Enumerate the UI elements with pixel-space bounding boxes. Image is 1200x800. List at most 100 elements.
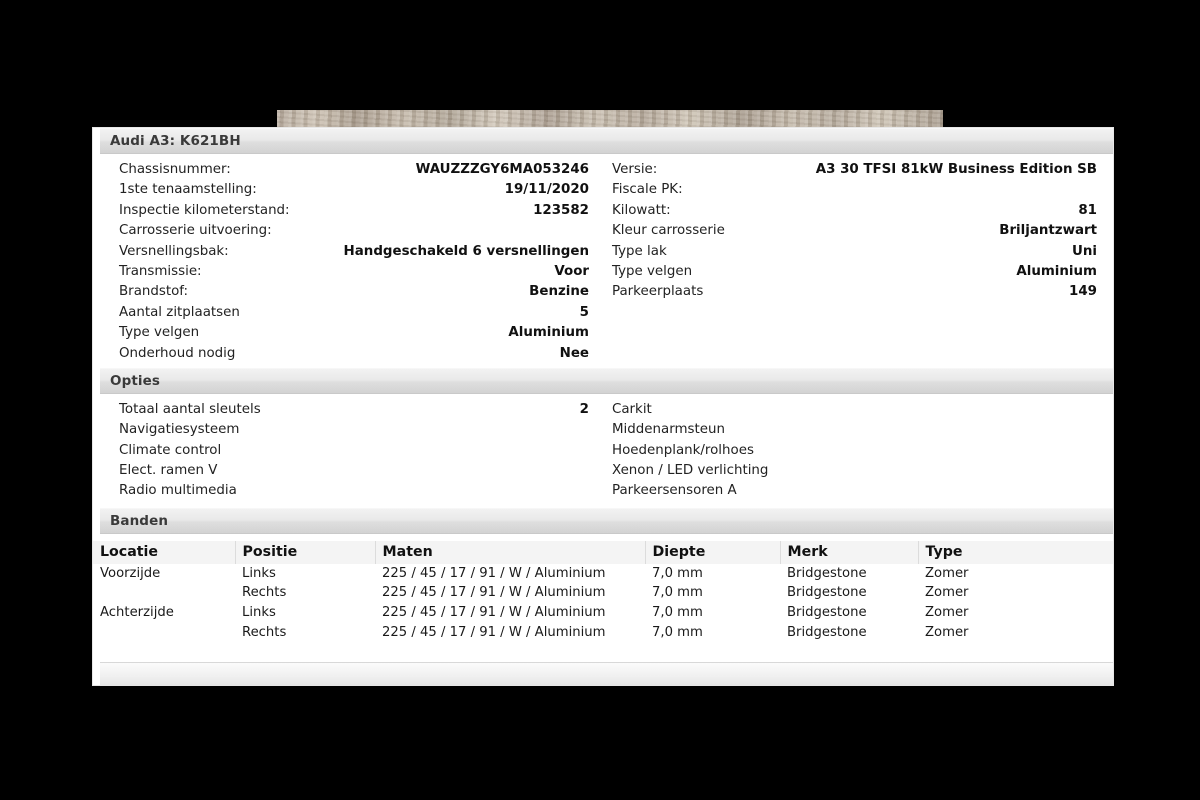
tyres-table-body: Voorzijde Links 225 / 45 / 17 / 91 / W / A…	[93, 564, 1113, 642]
detail-value: Nee	[559, 345, 589, 361]
tyres-column-header: Merk	[780, 540, 919, 564]
option-row: Elect. ramen V	[119, 461, 589, 481]
page-title: Audi A3: K621BH	[110, 133, 241, 149]
report-title-bar: Audi A3: K621BH	[100, 128, 1113, 154]
detail-label: Chassisnummer:	[119, 162, 231, 177]
detail-label: Inspectie kilometerstand:	[119, 202, 290, 218]
detail-value: Benzine	[529, 284, 589, 300]
detail-value: Aluminium	[508, 325, 589, 341]
option-label: Hoedenplank/rolhoes	[612, 442, 754, 458]
option-row: Xenon / LED verlichting	[612, 461, 1097, 481]
detail-label: Onderhoud nodig	[119, 345, 236, 361]
detail-row: Versnellingsbak: Handgeschakeld 6 versnel…	[119, 242, 589, 262]
tyres-cell-merk: Bridgestone	[787, 585, 867, 601]
tyres-cell-diepte: 7,0 mm	[652, 605, 703, 621]
detail-row: Brandstof: Benzine	[119, 282, 589, 302]
detail-value: A3 30 TFSI 81kW Business Edition SB	[815, 162, 1097, 177]
tyres-cell-maten: 225 / 45 / 17 / 91 / W / Aluminium	[382, 624, 606, 640]
tyres-cell-merk: Bridgestone	[787, 624, 867, 640]
tyres-cell-type: Zomer	[925, 565, 969, 581]
detail-label: Carrosserie uitvoering:	[119, 223, 272, 239]
table-row: Achterzijde Links 225 / 45 / 17 / 91 / W /…	[93, 603, 1113, 623]
tyres-section-title: Banden	[110, 512, 169, 529]
vehicle-photo-strip	[277, 110, 943, 128]
tyres-cell-positie: Rechts	[242, 624, 287, 640]
options-list: Totaal aantal sleutels 2 Navigatiesysteem C…	[93, 394, 1113, 508]
tyres-cell-maten: 225 / 45 / 17 / 91 / W / Aluminium	[382, 605, 606, 621]
tyres-cell-locatie	[93, 583, 235, 603]
detail-row: Carrosserie uitvoering:	[119, 221, 589, 241]
detail-value: WAUZZZGY6MA053246	[415, 162, 589, 177]
detail-row: Fiscale PK:	[612, 180, 1097, 200]
detail-value: Voor	[554, 263, 589, 279]
tyres-table-header-row: Locatie Positie Maten Diepte Merk Type	[93, 540, 1113, 564]
detail-value: Uni	[1072, 243, 1097, 259]
detail-label: Type velgen	[119, 325, 200, 341]
tyres-column-header: Type	[918, 540, 1113, 564]
vehicle-report-panel: Audi A3: K621BH Chassisnummer: WAUZZZGY6M…	[93, 128, 1113, 685]
tyres-column-header: Positie	[235, 540, 376, 564]
detail-row: Type velgen Aluminium	[612, 262, 1097, 282]
tyres-cell-positie: Links	[242, 565, 276, 581]
detail-row: Transmissie: Voor	[119, 262, 589, 282]
detail-label: Parkeerplaats	[612, 284, 704, 300]
option-label: Radio multimedia	[119, 483, 237, 499]
option-label: Middenarmsteun	[612, 422, 725, 438]
vehicle-details-left-column: Chassisnummer: WAUZZZGY6MA053246 1ste tena…	[93, 160, 603, 364]
options-right-column: Carkit Middenarmsteun Hoedenplank/rolhoes X…	[603, 400, 1113, 502]
option-label: Parkeersensoren A	[612, 483, 737, 499]
options-section-bar: Opties	[100, 367, 1113, 394]
detail-value: 19/11/2020	[504, 182, 589, 198]
detail-label: 1ste tenaamstelling:	[119, 182, 257, 198]
options-section-title: Opties	[110, 372, 161, 389]
detail-row: Type lak Uni	[612, 242, 1097, 262]
tyres-cell-maten: 225 / 45 / 17 / 91 / W / Aluminium	[382, 585, 606, 601]
option-value: 2	[579, 401, 589, 417]
detail-label: Kleur carrosserie	[612, 223, 725, 239]
detail-label: Aantal zitplaatsen	[119, 304, 240, 320]
detail-label: Transmissie:	[119, 263, 202, 279]
option-label: Elect. ramen V	[119, 463, 218, 479]
tyres-cell-merk: Bridgestone	[787, 605, 867, 621]
detail-row: Chassisnummer: WAUZZZGY6MA053246	[119, 160, 589, 180]
tyres-cell-diepte: 7,0 mm	[652, 624, 703, 640]
tyres-column-header: Locatie	[93, 540, 236, 564]
detail-label: Fiscale PK:	[612, 182, 683, 198]
tyres-cell-maten: 225 / 45 / 17 / 91 / W / Aluminium	[382, 565, 606, 581]
option-row: Middenarmsteun	[612, 420, 1097, 440]
option-label: Xenon / LED verlichting	[612, 463, 769, 479]
option-row: Parkeersensoren A	[612, 481, 1097, 501]
detail-value: Briljantzwart	[999, 223, 1097, 239]
option-row: Totaal aantal sleutels 2	[119, 400, 589, 420]
detail-label: Type lak	[612, 243, 667, 259]
photo-grain-overlay	[277, 110, 943, 128]
tyres-cell-locatie	[93, 623, 235, 643]
option-label: Carkit	[612, 401, 652, 417]
detail-value: 149	[1069, 284, 1097, 300]
tyres-table: Locatie Positie Maten Diepte Merk Type Voorzi…	[93, 540, 1113, 642]
detail-row: Onderhoud nodig Nee	[119, 344, 589, 364]
tyres-cell-diepte: 7,0 mm	[652, 585, 703, 601]
options-left-column: Totaal aantal sleutels 2 Navigatiesysteem C…	[93, 400, 603, 502]
tyres-cell-type: Zomer	[925, 605, 969, 621]
detail-row: Parkeerplaats 149	[612, 282, 1097, 302]
vehicle-details-right-column: Versie: A3 30 TFSI 81kW Business Edition …	[603, 160, 1113, 364]
detail-row: Kleur carrosserie Briljantzwart	[612, 221, 1097, 241]
detail-label: Type velgen	[612, 263, 693, 279]
option-row: Navigatiesysteem	[119, 420, 589, 440]
detail-row: Type velgen Aluminium	[119, 323, 589, 343]
option-row: Radio multimedia	[119, 481, 589, 501]
option-row: Hoedenplank/rolhoes	[612, 441, 1097, 461]
detail-row: Inspectie kilometerstand: 123582	[119, 201, 589, 221]
tyres-cell-positie: Links	[242, 605, 276, 621]
tyres-cell-locatie: Voorzijde	[100, 565, 161, 581]
tyres-cell-positie: Rechts	[242, 585, 287, 601]
detail-value: Handgeschakeld 6 versnellingen	[343, 243, 589, 259]
option-row: Carkit	[612, 400, 1097, 420]
detail-row: Versie: A3 30 TFSI 81kW Business Edition …	[612, 160, 1097, 180]
detail-row: 1ste tenaamstelling: 19/11/2020	[119, 180, 589, 200]
detail-label: Kilowatt:	[612, 202, 671, 218]
detail-row: Aantal zitplaatsen 5	[119, 303, 589, 323]
vehicle-details: Chassisnummer: WAUZZZGY6MA053246 1ste tena…	[93, 154, 1113, 368]
